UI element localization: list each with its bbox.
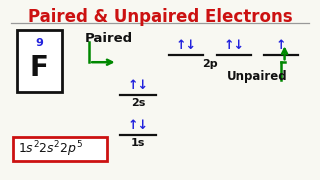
Text: F: F <box>30 54 49 82</box>
Text: ↑↓: ↑↓ <box>128 119 149 132</box>
Text: $1s^22s^22p^5$: $1s^22s^22p^5$ <box>18 139 83 159</box>
Text: 2s: 2s <box>131 98 146 108</box>
Bar <box>17 30 62 92</box>
Text: 1s: 1s <box>131 138 146 148</box>
Text: Paired: Paired <box>84 32 132 45</box>
Text: 9: 9 <box>35 38 43 48</box>
Text: ↑↓: ↑↓ <box>223 39 244 52</box>
Text: ↑: ↑ <box>276 39 286 52</box>
Text: 2p: 2p <box>202 59 218 69</box>
Text: ↑↓: ↑↓ <box>128 79 149 92</box>
Bar <box>13 137 107 161</box>
Text: Unpaired: Unpaired <box>227 70 287 83</box>
Text: ↑↓: ↑↓ <box>176 39 197 52</box>
Text: Paired & Unpaired Electrons: Paired & Unpaired Electrons <box>28 8 292 26</box>
